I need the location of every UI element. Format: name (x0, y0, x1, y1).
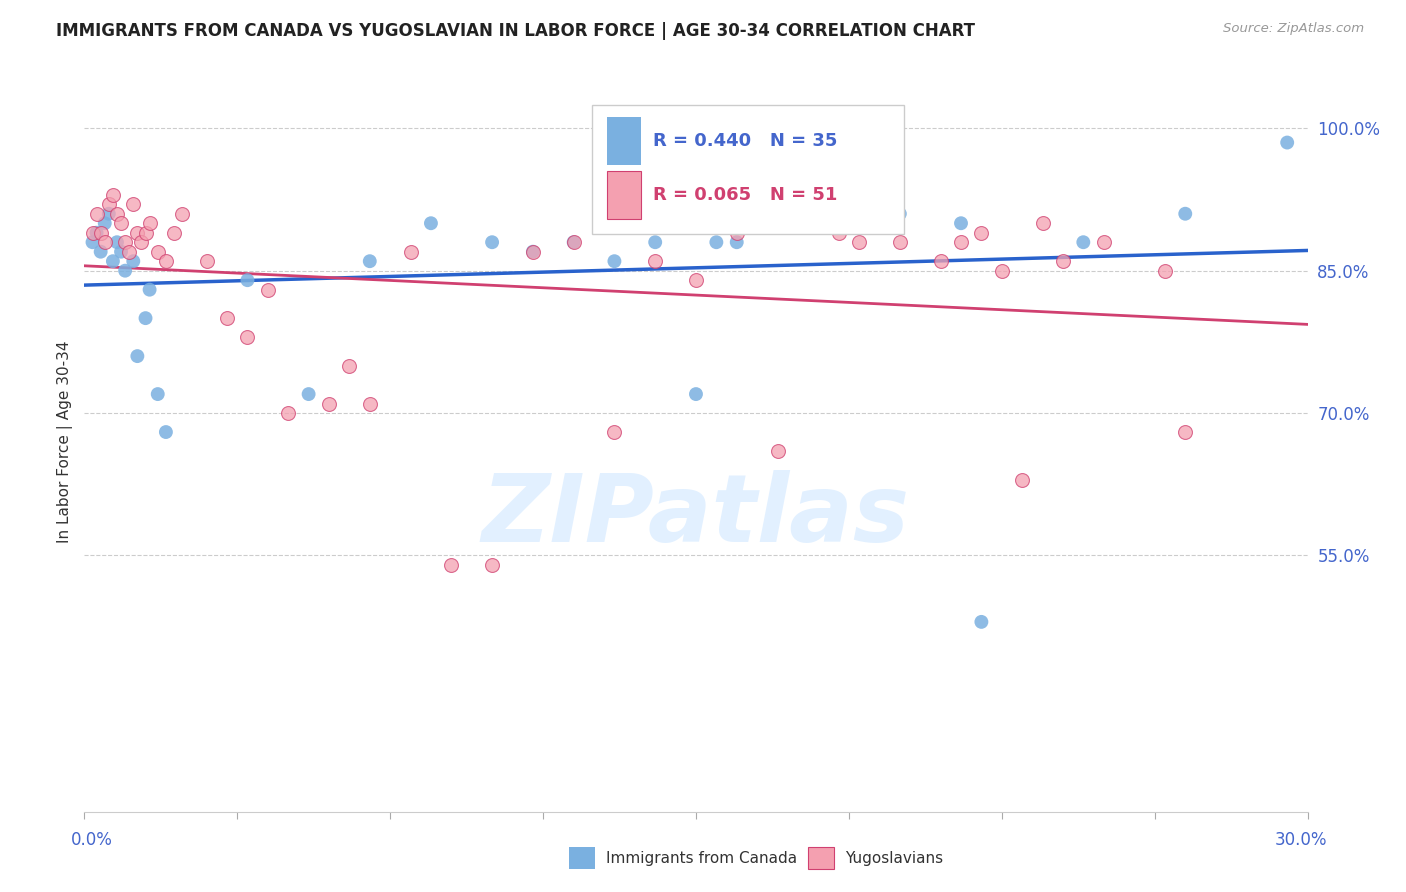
Point (110, 216, 132, 230)
Point (86, 207, 108, 221)
Point (114, 235, 136, 250)
Point (110, 244, 132, 259)
Point (146, 244, 169, 259)
Text: ZIPatlas: ZIPatlas (482, 469, 910, 562)
Point (889, 207, 911, 221)
Point (138, 283, 160, 297)
Point (1275, 136, 1298, 150)
Text: R = 0.065   N = 51: R = 0.065 N = 51 (654, 186, 838, 204)
Point (991, 263, 1014, 277)
FancyBboxPatch shape (606, 117, 641, 165)
Point (685, 387, 707, 401)
Text: Immigrants from Canada: Immigrants from Canada (606, 851, 797, 865)
Text: R = 0.440   N = 35: R = 0.440 N = 35 (654, 132, 838, 151)
Point (766, 207, 789, 221)
Point (155, 425, 177, 439)
Point (257, 283, 280, 297)
Point (1052, 254, 1074, 268)
Point (970, 226, 993, 240)
Point (131, 235, 153, 250)
Point (172, 207, 194, 221)
Point (127, 226, 149, 240)
Point (1011, 473, 1033, 487)
Point (562, 235, 585, 250)
Point (118, 244, 141, 259)
Point (146, 387, 169, 401)
Point (848, 235, 870, 250)
FancyBboxPatch shape (592, 104, 904, 235)
Point (122, 254, 145, 268)
Point (603, 425, 626, 439)
Point (359, 254, 381, 268)
Y-axis label: In Labor Force | Age 30-34: In Labor Force | Age 30-34 (58, 340, 73, 543)
Point (155, 254, 177, 268)
Point (1174, 425, 1197, 439)
Point (481, 558, 503, 572)
Point (163, 226, 186, 240)
Point (122, 197, 145, 211)
Point (1153, 263, 1175, 277)
Point (950, 235, 973, 250)
Point (101, 187, 124, 202)
Point (1032, 216, 1054, 230)
Point (127, 349, 149, 363)
Point (725, 226, 748, 240)
Point (929, 254, 952, 268)
Point (725, 235, 748, 250)
Point (1174, 207, 1197, 221)
Point (827, 207, 849, 221)
FancyBboxPatch shape (606, 171, 641, 219)
Point (90, 226, 112, 240)
Point (93, 216, 115, 230)
Point (135, 226, 157, 240)
Point (97, 207, 120, 221)
Point (970, 615, 993, 629)
Point (105, 235, 128, 250)
Point (440, 558, 463, 572)
Point (522, 244, 544, 259)
Point (82, 226, 104, 240)
Point (950, 216, 973, 230)
Point (481, 235, 503, 250)
Point (277, 406, 299, 420)
Text: 0.0%: 0.0% (70, 831, 112, 849)
Point (236, 273, 259, 287)
Point (93, 235, 115, 250)
Point (522, 244, 544, 259)
Point (236, 330, 259, 344)
Text: IMMIGRANTS FROM CANADA VS YUGOSLAVIAN IN LABOR FORCE | AGE 30-34 CORRELATION CHA: IMMIGRANTS FROM CANADA VS YUGOSLAVIAN IN… (56, 22, 976, 40)
Point (138, 216, 160, 230)
Point (105, 207, 128, 221)
Point (399, 244, 422, 259)
Point (420, 216, 443, 230)
Point (644, 254, 666, 268)
Point (195, 254, 218, 268)
Text: 30.0%: 30.0% (1274, 831, 1327, 849)
Point (135, 311, 157, 326)
Point (217, 311, 239, 326)
Point (704, 235, 728, 250)
Point (644, 235, 666, 250)
Point (86, 226, 108, 240)
Point (562, 235, 585, 250)
Point (889, 235, 911, 250)
Point (97, 197, 120, 211)
Text: Yugoslavians: Yugoslavians (845, 851, 943, 865)
Point (114, 263, 136, 277)
Point (101, 254, 124, 268)
Point (827, 226, 849, 240)
Point (298, 387, 321, 401)
Point (603, 254, 626, 268)
Point (787, 216, 810, 230)
Point (82, 235, 104, 250)
Point (766, 444, 789, 458)
Point (1092, 235, 1115, 250)
Point (1071, 235, 1094, 250)
Point (318, 396, 340, 410)
Text: Source: ZipAtlas.com: Source: ZipAtlas.com (1223, 22, 1364, 36)
Point (359, 396, 381, 410)
Point (339, 359, 360, 373)
Point (685, 273, 707, 287)
Point (90, 244, 112, 259)
